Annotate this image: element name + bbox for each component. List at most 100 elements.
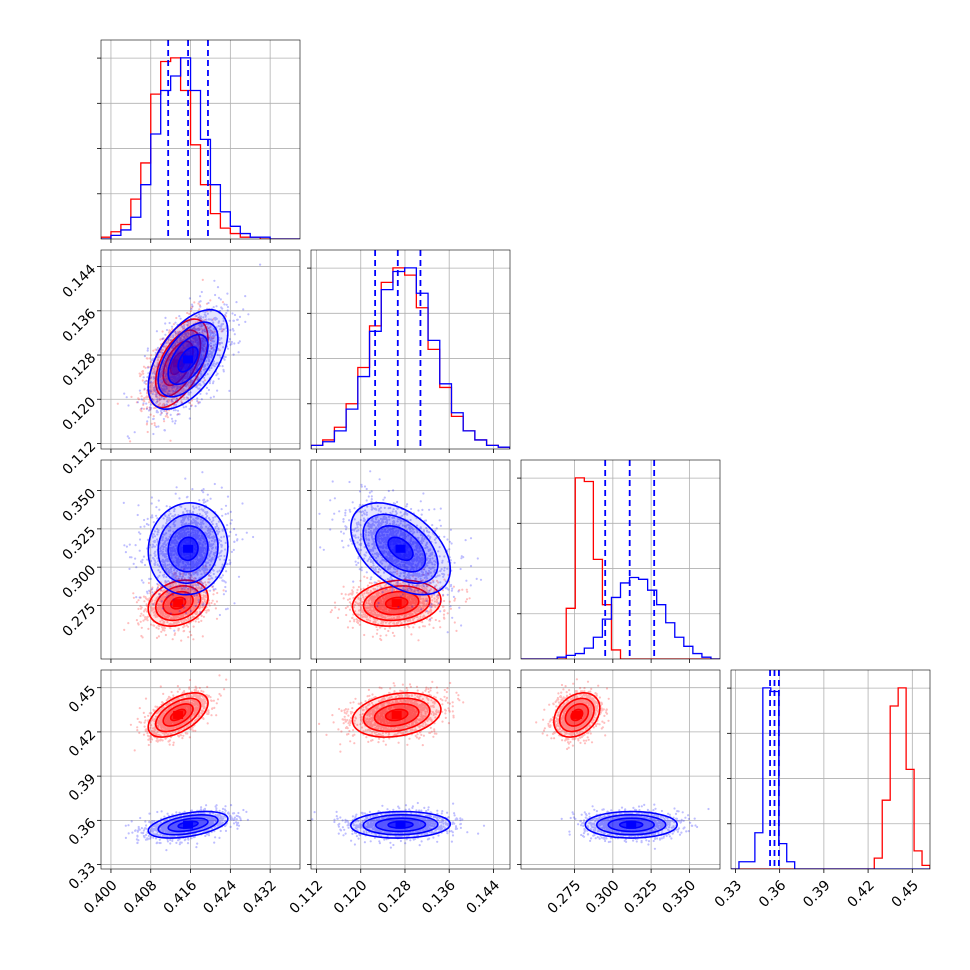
scatter-point xyxy=(192,365,195,369)
scatter-point xyxy=(128,437,131,440)
scatter-point xyxy=(213,330,216,333)
scatter-point xyxy=(210,346,213,349)
scatter-point xyxy=(226,305,229,309)
scatter-point xyxy=(164,369,167,372)
scatter-point xyxy=(193,340,196,343)
scatter-point xyxy=(153,368,156,371)
scatter-point xyxy=(172,377,176,380)
scatter-point xyxy=(173,330,177,333)
scatter-point xyxy=(165,596,168,599)
scatter-point xyxy=(138,389,141,392)
scatter-point xyxy=(146,396,149,399)
scatter-point xyxy=(166,377,169,380)
scatter-point xyxy=(174,409,177,412)
scatter-point xyxy=(137,504,140,507)
scatter-point xyxy=(166,386,169,389)
scatter-point xyxy=(161,366,164,369)
scatter-point xyxy=(198,342,201,345)
scatter-point xyxy=(221,365,224,368)
scatter-point xyxy=(170,374,173,377)
scatter-point xyxy=(139,614,142,618)
scatter-point xyxy=(217,377,220,380)
scatter-point xyxy=(152,432,155,436)
scatter-point xyxy=(171,374,174,377)
scatter-point xyxy=(182,327,185,330)
scatter-point xyxy=(200,339,203,342)
scatter-point xyxy=(166,393,170,396)
scatter-point xyxy=(152,390,155,393)
#ff0000-density-peak xyxy=(173,599,184,608)
scatter-point xyxy=(215,305,218,308)
scatter-point xyxy=(201,278,204,281)
scatter-point xyxy=(161,337,164,341)
scatter-point xyxy=(179,317,182,320)
scatter-point xyxy=(186,335,189,338)
scatter-point xyxy=(217,296,221,299)
scatter-point xyxy=(218,349,221,352)
scatter-point xyxy=(173,387,176,390)
scatter-point xyxy=(213,482,216,486)
scatter-point xyxy=(204,330,207,333)
scatter-point xyxy=(181,347,184,350)
scatter-point xyxy=(153,593,156,596)
scatter-point xyxy=(201,348,204,351)
scatter-point xyxy=(192,337,195,340)
scatter-point xyxy=(197,402,200,405)
scatter-point xyxy=(181,335,184,338)
scatter-point xyxy=(190,306,193,309)
scatter-point xyxy=(156,361,159,365)
scatter-point xyxy=(207,329,210,332)
scatter-point xyxy=(212,593,215,596)
scatter-point xyxy=(224,313,227,316)
scatter-point xyxy=(140,579,143,582)
scatter-point xyxy=(157,499,160,502)
scatter-point xyxy=(163,387,166,390)
scatter-point xyxy=(178,413,181,416)
scatter-point xyxy=(202,499,205,502)
scatter-point xyxy=(208,369,211,372)
scatter-point xyxy=(170,374,173,377)
scatter-point xyxy=(198,341,201,344)
scatter-point xyxy=(152,349,155,352)
scatter-point xyxy=(170,346,173,349)
scatter-point xyxy=(183,598,186,601)
scatter-point xyxy=(224,504,228,507)
scatter-point xyxy=(161,337,164,340)
scatter-point xyxy=(172,379,175,382)
scatter-point xyxy=(169,413,172,416)
scatter-point xyxy=(252,535,255,539)
scatter-point xyxy=(186,373,189,376)
scatter-point xyxy=(150,422,153,425)
scatter-point xyxy=(171,377,174,380)
scatter-point xyxy=(165,365,168,369)
scatter-point xyxy=(180,639,183,642)
panel-frame xyxy=(100,39,301,240)
scatter-point xyxy=(165,412,168,415)
scatter-point xyxy=(178,376,181,379)
scatter-point xyxy=(165,328,169,332)
scatter-point xyxy=(187,323,190,327)
scatter-point xyxy=(145,407,148,410)
scatter-point xyxy=(172,380,175,383)
scatter-point xyxy=(192,625,195,628)
scatter-point xyxy=(171,369,174,372)
scatter-point xyxy=(156,587,159,590)
scatter-point xyxy=(216,286,220,289)
scatter-point xyxy=(177,385,180,388)
scatter-point xyxy=(158,399,161,402)
scatter-point xyxy=(173,361,176,364)
scatter-point xyxy=(186,331,189,334)
scatter-point xyxy=(149,377,152,380)
scatter-point xyxy=(143,380,146,383)
scatter-point xyxy=(235,533,238,536)
scatter-point xyxy=(174,379,177,382)
scatter-point xyxy=(176,338,179,341)
scatter-point xyxy=(196,364,200,367)
scatter-point xyxy=(142,402,145,405)
scatter-point xyxy=(149,413,152,416)
scatter-point xyxy=(189,610,192,613)
scatter-point xyxy=(181,379,185,382)
scatter-point xyxy=(116,402,119,405)
scatter-point xyxy=(186,345,189,348)
scatter-point xyxy=(183,377,186,380)
